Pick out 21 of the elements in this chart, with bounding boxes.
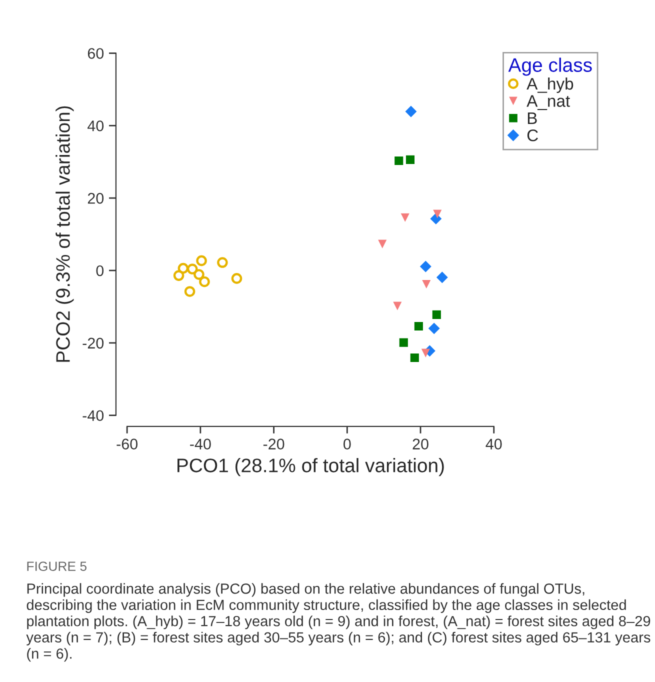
x-tick-label: 0 [344, 438, 351, 450]
y-tick-label: 0 [96, 265, 104, 276]
text: Principal coordinate analysis (PCO) based on the relative abundances of fungal OTUs, describing the variation in EcM community structure, classified by the age classes in selected plantation plots. (A_hyb) = 17–18 years old (n = 9) and in forest, (A_nat) = forest sites aged 8–29 years (n = 7); (B) = forest sites aged 30–55 years (n = 6); and (C) forest sites aged 65–131 years (n = 6). [26, 583, 650, 662]
legend-label: B [528, 112, 537, 124]
y-tick-label: 20 [88, 192, 104, 204]
x-tick-label: 20 [412, 438, 428, 450]
y-tick-label: 60 [88, 48, 104, 59]
y-tick-label: -20 [82, 338, 104, 349]
x-axis-title: PCO1 (28.1% of total variation) [178, 458, 444, 476]
legend-label: C [527, 130, 538, 142]
caption: FIGURE 5 [27, 562, 86, 571]
x-tick-label: -60 [116, 438, 138, 450]
x-tick-label: 40 [486, 438, 502, 450]
y-tick-label: -40 [82, 410, 104, 422]
y-axis-title: PCO2 (9.3% of total variation) [56, 106, 74, 362]
y-tick-label: 40 [88, 120, 104, 132]
x-tick-label: -20 [263, 438, 284, 450]
x-tick-label: -40 [190, 438, 211, 450]
legend-label: A_hyb [526, 77, 574, 93]
legend-label: A_nat [526, 95, 570, 110]
legend-title: Age class [508, 58, 592, 76]
